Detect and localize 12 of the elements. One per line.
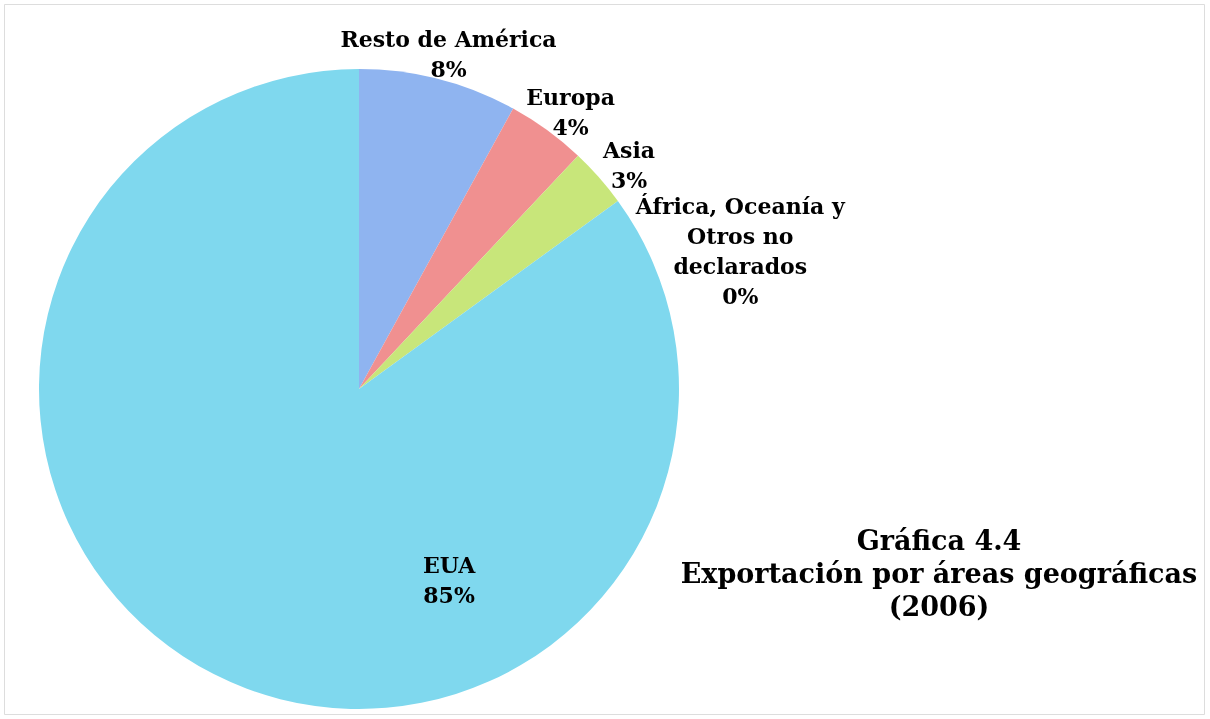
slice-label: Asia bbox=[602, 136, 656, 163]
data-label: 85% bbox=[423, 581, 475, 608]
slice-label: EUA bbox=[422, 551, 477, 578]
category-label: África, Oceanía y Otros no declarados bbox=[635, 193, 845, 280]
data-label: 3% bbox=[610, 166, 648, 193]
data-label: 4% bbox=[552, 113, 589, 140]
text: Exportación por áreas geográficas (2006) bbox=[680, 558, 1198, 622]
data-label: 8% bbox=[430, 56, 467, 83]
slice-label: Europa bbox=[526, 83, 615, 110]
text: Gráfica 4.4 bbox=[856, 525, 1022, 556]
slice-label: Resto de América bbox=[340, 26, 557, 53]
text: 0% bbox=[722, 283, 759, 310]
